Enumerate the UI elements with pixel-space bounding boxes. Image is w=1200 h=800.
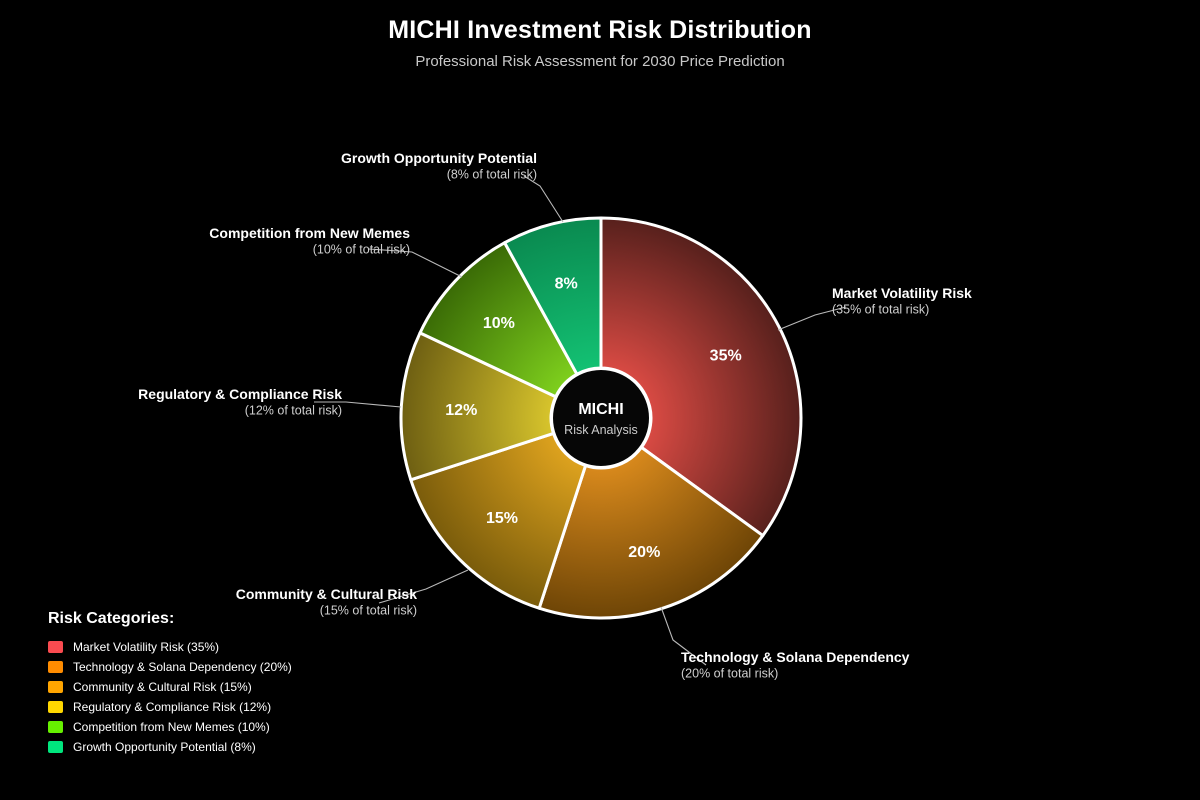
callout-sub-community-cultural-risk: (15% of total risk) [320, 604, 417, 618]
legend-item-technology-solana-dependency-20: Technology & Solana Dependency (20%) [48, 657, 292, 677]
callout-title-community-cultural-risk: Community & Cultural Risk [236, 586, 417, 602]
donut-center: MICHI Risk Analysis [550, 367, 652, 469]
legend-title: Risk Categories: [48, 610, 175, 627]
callout-title-regulatory-compliance-risk: Regulatory & Compliance Risk [138, 386, 342, 402]
center-subtitle: Risk Analysis [564, 423, 638, 437]
slice-percent-growth-opportunity-potential: 8% [555, 275, 578, 292]
center-title: MICHI [578, 401, 623, 418]
callout-line-growth-opportunity-potential [523, 175, 564, 223]
slice-percent-community-cultural-risk: 15% [486, 510, 518, 527]
legend-swatch [48, 641, 63, 653]
callout-line-market-volatility-risk [777, 306, 847, 331]
callout-lines [314, 175, 847, 666]
callout-sub-regulatory-compliance-risk: (12% of total risk) [245, 404, 342, 418]
callout-title-market-volatility-risk: Market Volatility Risk [832, 285, 972, 301]
legend-item-market-volatility-risk-35: Market Volatility Risk (35%) [48, 637, 292, 657]
callout-line-competition-from-new-memes [368, 248, 463, 278]
legend-label: Technology & Solana Dependency (20%) [73, 660, 292, 674]
callout-sub-competition-from-new-memes: (10% of total risk) [313, 243, 410, 257]
legend-swatch [48, 721, 63, 733]
legend-item-community-cultural-risk-15: Community & Cultural Risk (15%) [48, 677, 292, 697]
donut-center-circle [550, 367, 652, 469]
legend: Risk Categories: Market Volatility Risk … [48, 610, 292, 757]
chart-header: MICHI Investment Risk Distribution Profe… [0, 16, 1200, 70]
callout-line-technology-solana-dependency [660, 606, 707, 666]
callout-title-growth-opportunity-potential: Growth Opportunity Potential [341, 150, 537, 166]
callout-sub-market-volatility-risk: (35% of total risk) [832, 303, 929, 317]
callout-sub-technology-solana-dependency: (20% of total risk) [681, 667, 778, 681]
callout-title-technology-solana-dependency: Technology & Solana Dependency [681, 649, 910, 665]
legend-swatch [48, 701, 63, 713]
legend-swatch [48, 681, 63, 693]
pie-slices [399, 216, 803, 620]
callout-line-community-cultural-risk [378, 569, 469, 604]
slice-percent-regulatory-compliance-risk: 12% [445, 402, 477, 419]
legend-label: Market Volatility Risk (35%) [73, 640, 220, 654]
legend-item-competition-from-new-memes-10: Competition from New Memes (10%) [48, 717, 292, 737]
callout-title-competition-from-new-memes: Competition from New Memes [209, 225, 410, 241]
slice-labels: 35% Market Volatility Risk (35% of total r… [138, 150, 972, 681]
legend-swatch [48, 741, 63, 753]
slice-percent-market-volatility-risk: 35% [710, 347, 742, 364]
callout-line-regulatory-compliance-risk [314, 401, 402, 408]
legend-items: Market Volatility Risk (35%) Technology &… [48, 637, 292, 757]
callout-sub-growth-opportunity-potential: (8% of total risk) [447, 168, 537, 182]
legend-label: Growth Opportunity Potential (8%) [73, 740, 256, 754]
legend-label: Community & Cultural Risk (15%) [73, 680, 252, 694]
chart-title: MICHI Investment Risk Distribution [388, 16, 812, 44]
chart-subtitle: Professional Risk Assessment for 2030 Pr… [415, 53, 785, 70]
legend-item-regulatory-compliance-risk-12: Regulatory & Compliance Risk (12%) [48, 697, 292, 717]
slice-percent-technology-solana-dependency: 20% [628, 544, 660, 561]
legend-swatch [48, 661, 63, 673]
legend-label: Regulatory & Compliance Risk (12%) [73, 700, 272, 714]
slice-percent-competition-from-new-memes: 10% [483, 315, 515, 332]
legend-label: Competition from New Memes (10%) [73, 720, 270, 734]
legend-item-growth-opportunity-potential-8: Growth Opportunity Potential (8%) [48, 737, 292, 757]
